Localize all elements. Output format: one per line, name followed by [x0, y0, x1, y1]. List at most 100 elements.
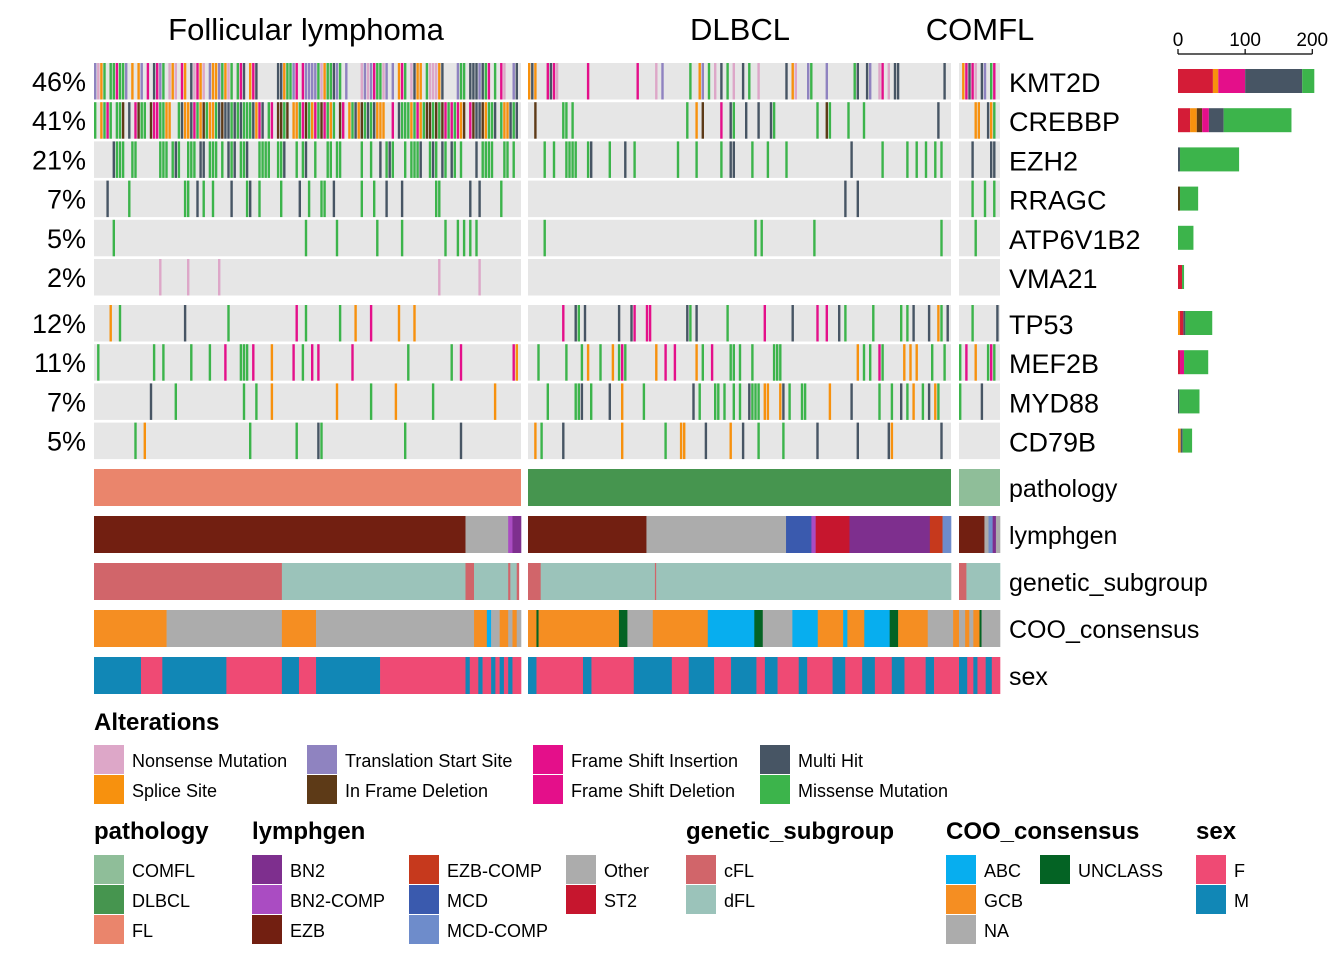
mutation-mark	[912, 383, 915, 420]
mutation-mark	[689, 63, 692, 100]
mutation-mark	[211, 63, 215, 100]
gene-label-MEF2B: MEF2B	[1009, 349, 1099, 379]
mutation-mark	[286, 63, 289, 100]
legend-label-lymphgen: BN2	[290, 861, 325, 881]
mutation-mark	[171, 141, 174, 178]
mutation-mark	[714, 63, 717, 100]
mutation-mark	[295, 141, 298, 178]
mutation-mark	[317, 344, 320, 381]
mutation-mark	[109, 102, 112, 139]
mutation-mark	[162, 102, 165, 139]
mutation-mark	[304, 102, 308, 139]
mutation-mark	[329, 63, 332, 100]
track-sex-segment	[845, 657, 863, 694]
mutation-mark	[850, 141, 853, 178]
track-lymphgen-segment	[849, 516, 931, 553]
mutation-mark	[314, 63, 317, 100]
mutation-mark	[441, 141, 444, 178]
mutation-mark	[769, 102, 773, 139]
mutation-mark	[404, 141, 407, 178]
count-bar-KMT2D	[1178, 69, 1213, 93]
mutation-mark	[906, 305, 909, 342]
mutation-mark	[304, 63, 308, 100]
mutation-mark	[673, 344, 677, 381]
track-sex-segment	[756, 657, 766, 694]
mutation-mark	[115, 102, 119, 139]
track-genetic_subgroup-segment	[516, 563, 520, 600]
mutation-mark	[971, 180, 974, 218]
mutation-mark	[404, 102, 407, 139]
track-COO_consensus-segment	[474, 610, 488, 647]
mutation-mark	[906, 383, 909, 420]
mutation-mark	[295, 102, 298, 139]
mutation-mark	[599, 344, 602, 381]
gene-label-KMT2D: KMT2D	[1009, 68, 1101, 98]
mutation-mark	[115, 63, 119, 100]
mutation-mark	[927, 383, 931, 420]
mutation-mark	[131, 63, 134, 100]
bar-axis-tick-label: 0	[1173, 30, 1184, 51]
mutation-mark	[447, 102, 450, 139]
mutation-mark	[782, 422, 785, 460]
mutation-mark	[757, 63, 760, 100]
mutation-mark	[419, 141, 422, 178]
mutation-mark	[94, 102, 97, 139]
legend-label-pathology: DLBCL	[132, 891, 190, 911]
mutation-mark	[369, 383, 373, 420]
mutation-mark	[444, 219, 447, 257]
legend-label-lymphgen: Other	[604, 861, 649, 881]
mutation-mark	[503, 141, 506, 178]
mutation-mark	[258, 102, 261, 139]
track-label-pathology: pathology	[1009, 475, 1118, 503]
track-sex-segment	[281, 657, 300, 694]
track-COO_consensus-segment	[707, 610, 755, 647]
mutation-mark	[946, 305, 949, 342]
gene-row-bg-TP53-2	[959, 305, 1000, 342]
track-genetic_subgroup-segment	[510, 563, 518, 600]
mutation-mark	[937, 383, 940, 420]
mutation-mark	[342, 102, 345, 139]
mutation-mark	[366, 63, 370, 100]
count-bar-TP53	[1183, 311, 1186, 335]
mutation-mark	[577, 383, 580, 420]
mutation-mark	[912, 305, 915, 342]
mutation-mark	[208, 344, 212, 381]
mutation-mark	[134, 141, 137, 178]
mutation-mark	[304, 305, 308, 342]
mutation-mark	[881, 141, 884, 178]
mutation-mark	[227, 141, 230, 178]
gene-row-bg-MYD88-0	[94, 383, 521, 420]
count-bar-VMA21	[1178, 265, 1183, 289]
count-bar-MEF2B	[1180, 350, 1185, 375]
track-sex-segment	[469, 657, 479, 694]
track-sex-segment	[298, 657, 317, 694]
mutation-mark	[487, 102, 491, 139]
mutation-mark	[980, 63, 984, 100]
mutation-mark	[757, 422, 760, 460]
track-sex-segment	[874, 657, 893, 694]
percent-label-MYD88: 7%	[47, 387, 86, 417]
mutation-mark	[738, 383, 742, 420]
mutation-mark	[450, 102, 453, 139]
mutation-mark	[751, 141, 754, 178]
mutation-mark	[441, 102, 444, 139]
legend-swatch-lymphgen	[566, 885, 596, 914]
track-genetic_subgroup-segment	[959, 563, 967, 600]
mutation-mark	[695, 344, 698, 381]
mutation-mark	[376, 102, 379, 139]
mutation-mark	[245, 141, 249, 178]
mutation-mark	[487, 63, 491, 100]
mutation-mark	[239, 63, 243, 100]
mutation-mark	[431, 63, 435, 100]
mutation-mark	[983, 63, 987, 100]
legend-title-genetic_subgroup: genetic_subgroup	[686, 818, 894, 845]
mutation-mark	[183, 305, 187, 342]
gene-label-CREBBP: CREBBP	[1009, 107, 1120, 137]
mutation-mark	[962, 63, 965, 100]
mutation-mark	[515, 63, 518, 100]
mutation-mark	[400, 219, 404, 257]
mutation-mark	[280, 63, 283, 100]
mutation-mark	[509, 102, 512, 139]
gene-row-bg-TP53-1	[528, 305, 951, 342]
mutation-mark	[335, 383, 339, 420]
